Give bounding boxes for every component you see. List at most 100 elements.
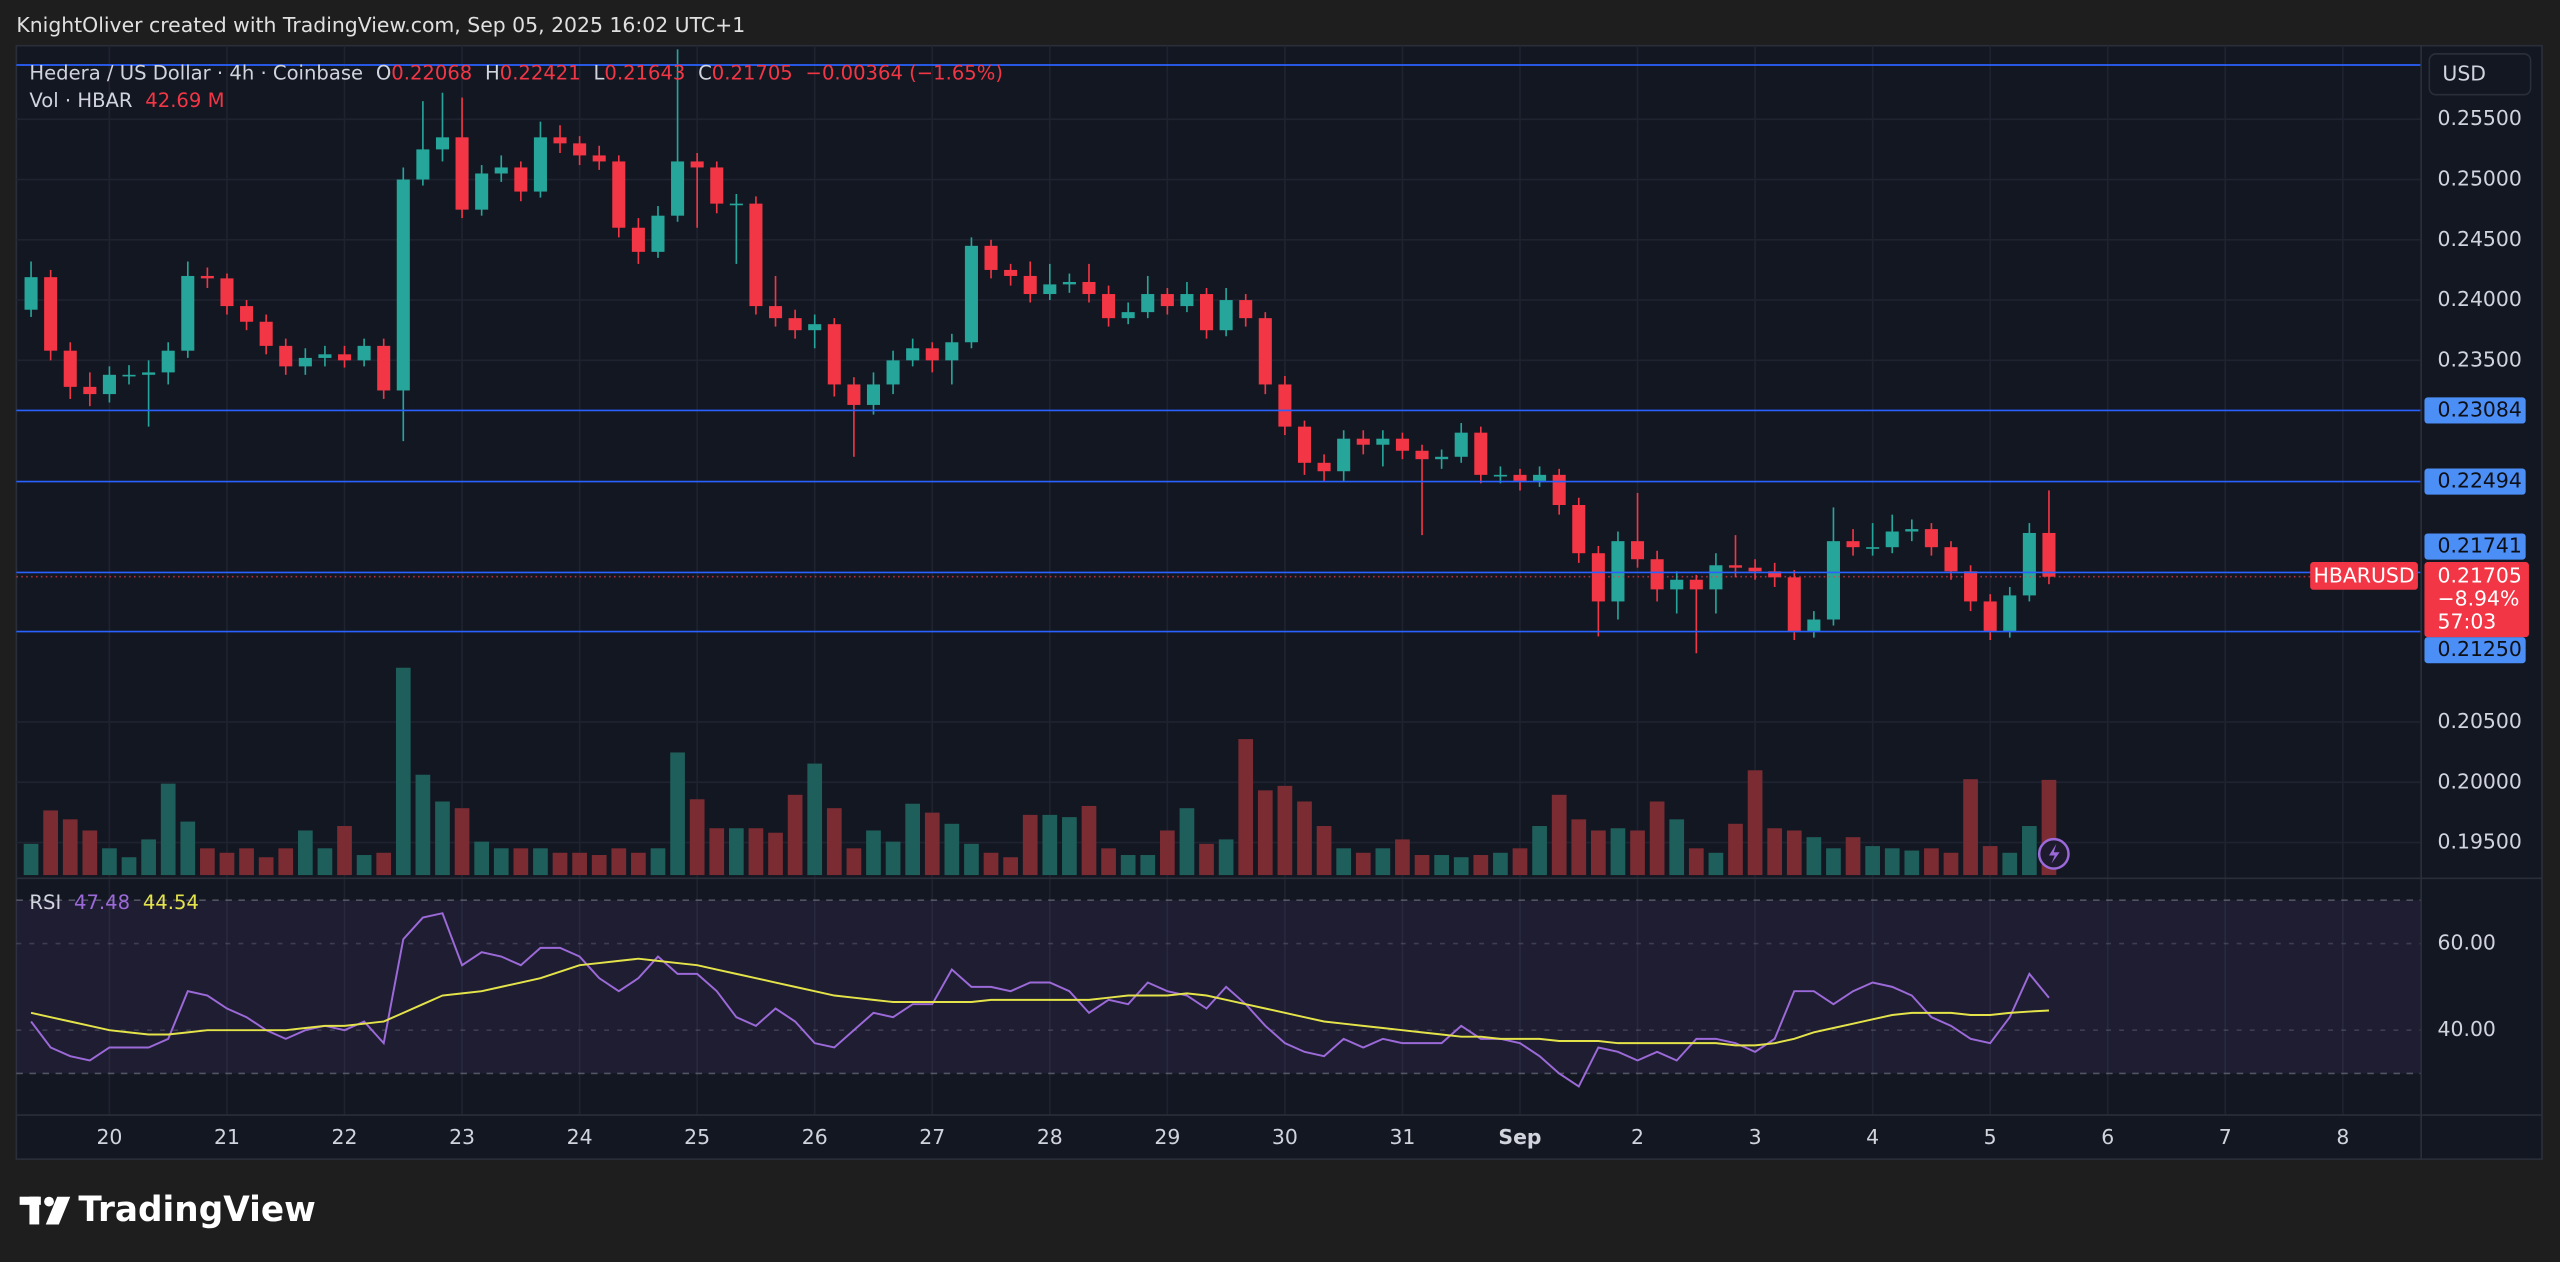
alert-bolt[interactable] bbox=[2048, 844, 2060, 864]
candle-body bbox=[1807, 619, 1821, 632]
candle-body bbox=[1631, 541, 1645, 560]
volume-bar bbox=[23, 843, 39, 876]
rsi-tick-label: 60.00 bbox=[2438, 931, 2496, 955]
x-tick-label: Sep bbox=[1498, 1125, 1541, 1149]
y-tick-label: 0.24500 bbox=[2438, 227, 2522, 251]
candle-body bbox=[357, 345, 371, 361]
y-tick-label: 0.20000 bbox=[2438, 769, 2522, 793]
volume-bar bbox=[1434, 855, 1449, 876]
rsi-name: RSI bbox=[29, 890, 61, 913]
volume-bar bbox=[1218, 839, 1234, 876]
volume-bar bbox=[1963, 779, 1978, 876]
currency[interactable]: USD bbox=[2442, 61, 2486, 85]
x-tick-label: 7 bbox=[2219, 1125, 2232, 1149]
candle-body bbox=[533, 137, 547, 192]
volume-bar bbox=[1747, 770, 1763, 876]
volume-bar bbox=[572, 852, 587, 876]
logo: TradingView bbox=[19, 1190, 316, 1230]
x-tick-label: 27 bbox=[919, 1125, 945, 1149]
candle-body bbox=[945, 342, 959, 361]
volume-bar bbox=[474, 841, 490, 876]
candle-body bbox=[1278, 384, 1292, 427]
legend-letter: L bbox=[593, 61, 604, 84]
candle-body bbox=[122, 374, 136, 377]
candle-body bbox=[1200, 294, 1214, 331]
volume-bar bbox=[493, 848, 509, 876]
volume-bar bbox=[1728, 823, 1743, 876]
candle-body bbox=[455, 137, 469, 210]
volume-name: Vol · HBAR bbox=[29, 89, 133, 112]
candle-body bbox=[1356, 438, 1370, 445]
legend-open: 0.22068 bbox=[391, 61, 472, 84]
candle-body bbox=[1787, 577, 1801, 632]
x-tick-label: 4 bbox=[1866, 1125, 1879, 1149]
marks bbox=[16, 49, 2422, 1088]
candle-body bbox=[1905, 529, 1919, 532]
candle-body bbox=[1866, 547, 1880, 549]
symbol-tag: HBARUSD bbox=[2314, 564, 2415, 588]
logo-dot bbox=[44, 1196, 54, 1207]
volume-bar bbox=[160, 783, 176, 876]
candle-body bbox=[1533, 474, 1547, 481]
volume-bar bbox=[1297, 801, 1312, 876]
volume-bar bbox=[1551, 794, 1567, 876]
volume-bar bbox=[219, 852, 235, 876]
volume-bar bbox=[1669, 819, 1685, 876]
legend-letter: H bbox=[485, 61, 500, 84]
volume-bar bbox=[1630, 830, 1645, 876]
candle-body bbox=[220, 278, 234, 307]
volume-bar bbox=[1003, 857, 1018, 876]
rsi-tick-label: 40.00 bbox=[2438, 1017, 2496, 1041]
volume-bar bbox=[1277, 785, 1293, 876]
volume-bar bbox=[1512, 848, 1528, 876]
candle-body bbox=[1826, 541, 1840, 620]
x-tick-label: 5 bbox=[1984, 1125, 1997, 1149]
volume-bar bbox=[2002, 852, 2018, 876]
last-price-box bbox=[2424, 562, 2529, 638]
candle-body bbox=[1395, 438, 1409, 451]
candle-body bbox=[847, 384, 861, 405]
candle-body bbox=[984, 245, 998, 270]
candle-body bbox=[1983, 601, 1997, 632]
candle-body bbox=[1239, 300, 1253, 319]
candle-body bbox=[553, 137, 567, 144]
rsi-ma-value: 44.54 bbox=[143, 890, 199, 913]
candle-body bbox=[102, 374, 116, 395]
alert-icon[interactable] bbox=[2037, 837, 2070, 870]
volume-bar bbox=[944, 823, 960, 876]
volume-bar bbox=[121, 857, 137, 876]
price-line-label: 0.23084 bbox=[2438, 397, 2522, 421]
candle-body bbox=[1885, 531, 1899, 548]
candle-body bbox=[729, 203, 743, 206]
candle-body bbox=[240, 306, 254, 322]
candle-body bbox=[44, 277, 58, 351]
volume-bar bbox=[258, 857, 274, 876]
candle-body bbox=[1219, 300, 1233, 331]
volume-bar bbox=[1160, 830, 1175, 876]
volume-bar bbox=[905, 803, 921, 876]
volume-bar bbox=[591, 855, 607, 876]
candle-body bbox=[377, 345, 391, 391]
candle-body bbox=[1043, 284, 1057, 295]
candle-body bbox=[749, 203, 763, 307]
x-tick-label: 31 bbox=[1389, 1125, 1415, 1149]
candle-body bbox=[1474, 432, 1488, 475]
volume-bar bbox=[102, 848, 117, 876]
candle-body bbox=[1415, 450, 1429, 460]
volume-bar bbox=[1316, 826, 1332, 876]
candle-body bbox=[494, 167, 508, 174]
volume-bar bbox=[1022, 814, 1038, 876]
y-tick-label: 0.20500 bbox=[2438, 709, 2522, 733]
volume-bar bbox=[1982, 846, 1998, 876]
candle-body bbox=[259, 321, 273, 346]
candle-body bbox=[1728, 565, 1743, 568]
volume-bar bbox=[670, 752, 685, 876]
volume-bar bbox=[1806, 837, 1822, 876]
x-tick-label: 23 bbox=[449, 1125, 475, 1149]
candle-body bbox=[416, 149, 430, 180]
volume-bar bbox=[1904, 850, 1920, 876]
volume-bar bbox=[1120, 855, 1136, 876]
candle-body bbox=[1924, 529, 1938, 548]
currency-button[interactable] bbox=[2428, 53, 2532, 96]
